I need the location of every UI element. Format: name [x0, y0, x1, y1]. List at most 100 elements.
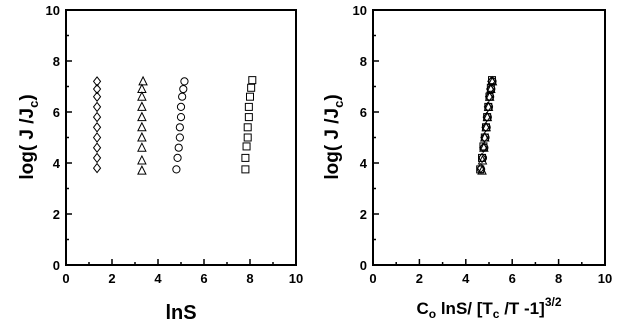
- left-tick-labels: 0 2 4 6 8 10 0 2 4 6 8 10: [46, 3, 304, 286]
- left-circle-marker: [175, 133, 184, 142]
- left-x-tick-label: 10: [289, 271, 303, 286]
- right-square-marker: [483, 113, 492, 122]
- left-circle-marker: [180, 77, 189, 86]
- left-y-tick-label: 8: [53, 54, 60, 69]
- left-square-marker: [241, 153, 250, 162]
- left-diamond-marker: [92, 111, 102, 123]
- left-diamond-marker: [92, 91, 102, 103]
- right-x-axis-label-mid: lnS/ [T: [436, 299, 493, 318]
- right-triangle-marker: [477, 154, 488, 165]
- right-x-axis-label-main: C: [416, 299, 428, 318]
- left-square-marker: [244, 102, 253, 111]
- left-y-tick-label: 2: [53, 207, 60, 222]
- left-circle-marker: [175, 123, 184, 132]
- left-square-marker: [243, 123, 252, 132]
- left-x-tick-label: 4: [154, 271, 162, 286]
- left-triangle-marker: [137, 91, 147, 101]
- right-x-axis-label: Co lnS/ [Tc /T -1]3/2: [416, 295, 561, 321]
- left-diamond-marker: [92, 152, 102, 164]
- right-x-tick-label: 8: [555, 271, 562, 286]
- right-square-marker: [476, 165, 485, 174]
- left-square-marker: [241, 165, 250, 174]
- left-triangle-marker: [137, 121, 147, 132]
- right-x-tick-label: 6: [509, 271, 516, 286]
- right-x-axis-label-sub: o: [429, 307, 436, 321]
- left-triangle-marker: [137, 154, 147, 165]
- left-square-marker: [248, 76, 257, 85]
- left-y-axis-label-tail: ): [17, 94, 38, 100]
- left-triangle-marker: [137, 131, 147, 142]
- left-y-tick-label: 0: [53, 258, 60, 273]
- left-square-marker: [246, 92, 254, 101]
- right-y-tick-label: 2: [360, 207, 367, 222]
- left-y-tick-label: 10: [46, 3, 60, 18]
- right-square-marker: [488, 76, 497, 85]
- right-y-tick-label: 10: [353, 3, 367, 18]
- right-x-axis-label-mid2: /T -1]: [499, 299, 544, 318]
- left-circle-marker: [179, 84, 188, 94]
- left-ticks: [65, 9, 297, 266]
- right-square-marker: [480, 133, 489, 142]
- right-square-marker: [484, 102, 493, 111]
- left-y-tick-label: 6: [53, 105, 60, 120]
- left-circle-marker: [176, 113, 186, 122]
- right-y-tick-label: 0: [360, 258, 367, 273]
- right-circle-marker: [480, 143, 489, 152]
- left-circle-marker: [172, 165, 181, 174]
- right-x-axis-label-sup: 3/2: [545, 295, 562, 309]
- right-square-marker: [479, 142, 488, 151]
- right-square-marker: [478, 153, 487, 162]
- right-x-tick-label: 10: [598, 271, 612, 286]
- left-data-points: [92, 75, 257, 175]
- left-y-axis-label-main: log( J /J: [17, 108, 38, 180]
- left-square-marker: [247, 83, 256, 92]
- right-x-tick-label: 4: [462, 271, 470, 286]
- left-square-marker: [242, 142, 251, 151]
- left-y-axis-label-sub: c: [26, 101, 41, 108]
- left-panel: 0 2 4 6 8 10 0 2 4 6 8 10 lnS log( J /Jc): [17, 3, 303, 324]
- left-y-axis-label: log( J /Jc): [17, 94, 41, 179]
- left-x-tick-label: 2: [108, 271, 115, 286]
- left-x-tick-label: 6: [200, 271, 207, 286]
- left-triangle-marker: [137, 83, 147, 94]
- right-y-tick-label: 8: [360, 54, 367, 69]
- left-circle-marker: [176, 102, 186, 112]
- right-y-axis-label-tail: ): [322, 94, 343, 100]
- left-square-marker: [244, 113, 253, 122]
- right-square-marker: [481, 123, 490, 132]
- right-y-tick-label: 4: [360, 156, 368, 171]
- left-diamond-marker: [92, 121, 102, 133]
- right-square-marker: [485, 92, 494, 101]
- left-square-marker: [243, 133, 252, 142]
- left-circle-marker: [178, 92, 187, 101]
- left-triangle-marker: [137, 101, 147, 111]
- left-diamond-marker: [92, 142, 102, 154]
- right-x-tick-label: 2: [416, 271, 423, 286]
- left-circle-marker: [174, 143, 183, 152]
- right-y-axis-label-main: log( J /J: [322, 108, 343, 180]
- left-triangle-marker: [137, 142, 147, 152]
- left-diamond-marker: [92, 162, 102, 174]
- right-x-axis-label-sub2: c: [493, 307, 500, 321]
- right-y-axis-label: log( J /Jc): [322, 94, 346, 179]
- left-diamond-marker: [92, 132, 102, 143]
- left-triangle-marker: [137, 111, 147, 122]
- right-x-tick-label: 0: [369, 271, 376, 286]
- left-circle-marker: [173, 153, 182, 162]
- right-y-axis-label-sub: c: [331, 101, 346, 108]
- right-tick-labels: 0 2 4 6 8 10 0 2 4 6 8 10: [353, 3, 613, 286]
- left-diamond-marker: [92, 101, 102, 113]
- left-y-tick-label: 4: [53, 156, 61, 171]
- left-diamond-marker: [92, 76, 102, 87]
- left-diamond-marker: [92, 83, 102, 95]
- right-ticks: [372, 9, 606, 266]
- left-x-tick-label: 0: [62, 271, 69, 286]
- left-x-axis-label: lnS: [165, 302, 196, 324]
- left-triangle-marker: [138, 75, 148, 86]
- right-square-marker: [486, 83, 495, 92]
- right-data-points: [476, 75, 498, 175]
- right-y-tick-label: 6: [360, 105, 367, 120]
- left-x-tick-label: 8: [246, 271, 253, 286]
